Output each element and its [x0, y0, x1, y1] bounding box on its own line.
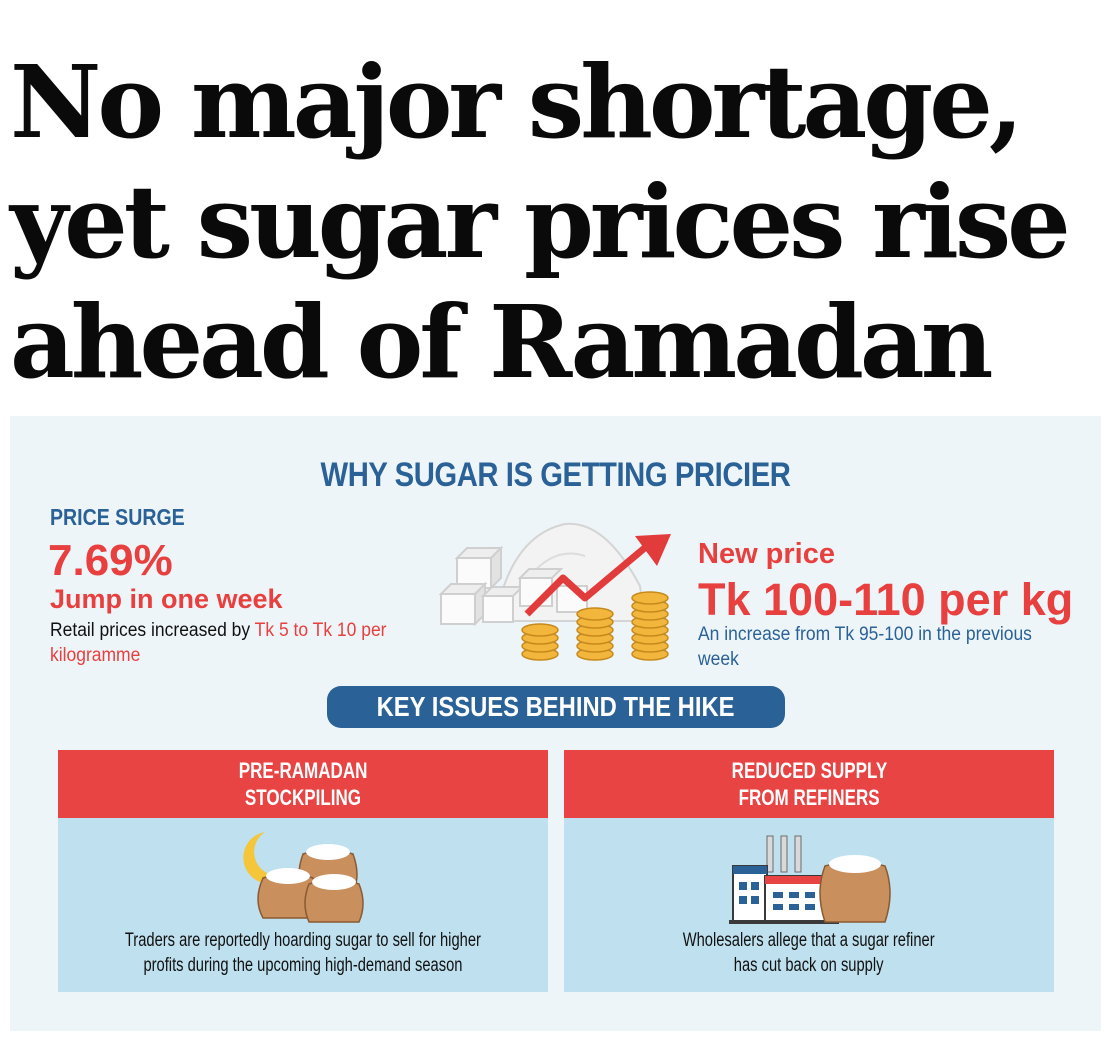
- issue-text-line-2: has cut back on supply: [734, 955, 884, 976]
- infographic-panel: WHY SUGAR IS GETTING PRICIER PRICE SURGE…: [10, 416, 1101, 1031]
- issue-heading-line-2: STOCKPILING: [244, 785, 362, 810]
- coin-stacks-icon: [521, 591, 669, 661]
- headline-line-1: No major shortage,: [10, 43, 1024, 161]
- crescent-moon-sugar-sacks-icon: [243, 832, 364, 923]
- new-price-value: Tk 100-110 per kg: [698, 574, 1074, 625]
- sugar-cubes-icon: [438, 545, 588, 627]
- new-price-description: An increase from Tk 95-100 in the previo…: [698, 624, 1032, 670]
- price-surge-label: PRICE SURGE: [50, 504, 185, 530]
- price-surge-percent: 7.69%: [48, 536, 173, 585]
- issue-card-heading: REDUCED SUPPLY FROM REFINERS: [564, 750, 1054, 818]
- headline-line-3: ahead of Ramadan: [10, 283, 993, 401]
- issue-text-line-1: Traders are reportedly hoarding sugar to…: [124, 930, 482, 951]
- issue-text-line-1: Wholesalers allege that a sugar refiner: [683, 930, 935, 951]
- issue-heading-line-1: REDUCED SUPPLY: [731, 758, 887, 783]
- issue-heading-line-2: FROM REFINERS: [738, 785, 880, 810]
- price-surge-desc-highlight: Tk 5 to Tk 10 per kilogramme: [50, 620, 387, 666]
- price-surge-desc-text: Retail prices increased by: [50, 620, 255, 641]
- issue-card-text: Traders are reportedly hoarding sugar to…: [58, 928, 548, 978]
- key-issues-banner: KEY ISSUES BEHIND THE HIKE: [327, 686, 785, 728]
- new-price-label: New price: [698, 538, 835, 570]
- key-issues-title: KEY ISSUES BEHIND THE HIKE: [377, 691, 735, 722]
- issue-card-heading: PRE-RAMADAN STOCKPILING: [58, 750, 548, 818]
- price-surge-description: Retail prices increased by Tk 5 to Tk 10…: [50, 618, 418, 668]
- factory-sugar-sack-icon: [729, 835, 891, 924]
- price-surge-subtitle: Jump in one week: [50, 584, 283, 614]
- issue-card-reduced-supply: REDUCED SUPPLY FROM REFINERS: [564, 750, 1054, 992]
- issue-text-line-2: profits during the upcoming high-demand …: [143, 955, 463, 976]
- headline-line-2: yet sugar prices rise: [10, 163, 1071, 281]
- issue-card-stockpiling: PRE-RAMADAN STOCKPILING Traders are repo…: [58, 750, 548, 992]
- headline: No major shortage, yet sugar prices rise…: [10, 42, 1110, 402]
- issue-card-text: Wholesalers allege that a sugar refiner …: [564, 928, 1054, 978]
- issue-heading-line-1: PRE-RAMADAN: [238, 758, 368, 783]
- infographic-title: WHY SUGAR IS GETTING PRICIER: [320, 456, 791, 494]
- rising-arrow-icon: [524, 534, 671, 617]
- sugar-price-illustration: [438, 522, 671, 661]
